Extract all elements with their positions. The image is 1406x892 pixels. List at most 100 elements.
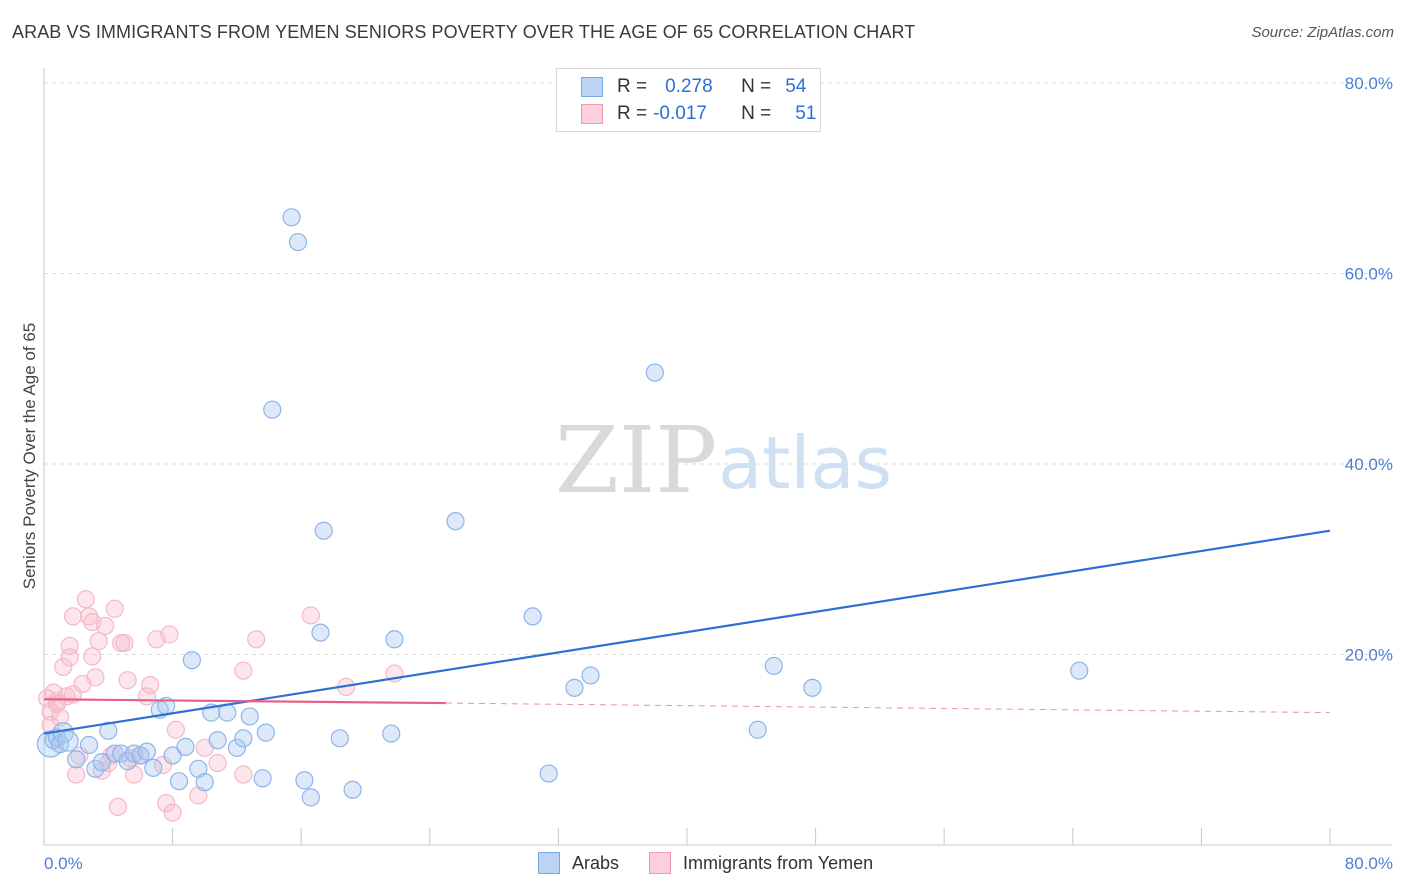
series-legend-arabs: Arabs xyxy=(572,852,620,873)
arab-point xyxy=(182,651,201,670)
arab-point xyxy=(144,758,163,777)
watermark-zip: ZIP xyxy=(555,407,717,514)
arab-point xyxy=(385,630,404,649)
arabs-trend-line xyxy=(43,529,1331,735)
arab-point xyxy=(803,678,822,697)
yemen-point xyxy=(115,633,134,653)
yemen-point xyxy=(301,606,320,625)
legend-n-value: 54 xyxy=(785,76,807,97)
y-tick-label: 20.0% xyxy=(1345,646,1393,665)
series-legend-yemen: Immigrants from Yemen xyxy=(683,852,874,873)
axes xyxy=(43,68,1392,846)
correlation-legend: R = 0.278 N = 54 R = -0.017 N = 51 xyxy=(556,68,821,132)
legend-swatch-yemen xyxy=(581,104,603,124)
y-tick-label: 60.0% xyxy=(1345,265,1393,284)
series-legend: Arabs Immigrants from Yemen xyxy=(538,852,873,874)
arab-point xyxy=(86,759,105,778)
yemen-point xyxy=(54,657,73,676)
yemen-point xyxy=(163,803,182,822)
yemen-point xyxy=(118,671,137,690)
yemen-point xyxy=(79,607,99,626)
trend-lines xyxy=(43,529,1331,735)
x-tick-label: 80.0% xyxy=(1345,854,1393,873)
arab-point xyxy=(343,780,362,799)
yemen-point xyxy=(105,599,124,618)
x-tick-label: 0.0% xyxy=(44,854,83,873)
arab-point xyxy=(446,512,465,531)
arab-point xyxy=(382,724,401,743)
yemen-point xyxy=(47,692,66,711)
arab-point xyxy=(137,742,156,761)
arab-point xyxy=(57,730,79,752)
arab-point xyxy=(311,623,330,642)
tick-labels: 20.0% 40.0% 60.0% 80.0% 0.0% 80.0% xyxy=(44,74,1393,873)
yemen-trend-extension xyxy=(445,702,1331,714)
arab-point xyxy=(227,738,246,757)
arab-point xyxy=(565,678,584,697)
arab-point xyxy=(163,746,182,765)
yemen-point xyxy=(247,630,266,649)
arab-point xyxy=(764,656,783,676)
yemen-point xyxy=(157,793,176,813)
source-label: Source: ZipAtlas.com xyxy=(1251,24,1394,41)
arab-point xyxy=(195,773,214,792)
arab-point xyxy=(539,764,558,783)
arab-point xyxy=(330,729,349,748)
series-legend-swatch-arabs xyxy=(538,852,560,874)
legend-n-label: N = xyxy=(741,103,772,124)
arab-point xyxy=(169,772,189,791)
arab-point xyxy=(581,666,600,685)
arab-point xyxy=(288,232,308,252)
arab-point xyxy=(112,744,131,763)
arab-point xyxy=(1070,661,1089,680)
yemen-point xyxy=(95,616,115,636)
arab-point xyxy=(208,731,227,750)
legend-r-label: R = xyxy=(617,76,648,97)
yemen-point xyxy=(208,753,227,773)
arab-point xyxy=(314,521,333,540)
arab-point xyxy=(301,788,320,807)
arab-point xyxy=(253,769,272,788)
yemen-point xyxy=(140,675,160,695)
arab-point xyxy=(295,771,314,790)
arab-point xyxy=(234,729,253,748)
y-tick-label: 40.0% xyxy=(1345,455,1393,474)
yemen-point xyxy=(166,720,185,739)
yemen-point xyxy=(63,607,83,626)
legend-r-value: -0.017 xyxy=(653,103,707,124)
watermark-atlas: atlas xyxy=(718,421,892,505)
yemen-point xyxy=(160,625,179,644)
yemen-point xyxy=(89,632,108,651)
arab-point xyxy=(263,400,282,419)
legend-r-label: R = xyxy=(617,103,648,124)
chart-title: ARAB VS IMMIGRANTS FROM YEMEN SENIORS PO… xyxy=(12,22,916,42)
yemen-point xyxy=(76,590,95,609)
arab-point xyxy=(99,721,118,740)
yemen-point xyxy=(234,661,253,680)
yemen-point xyxy=(60,648,79,667)
yemen-point xyxy=(108,797,128,817)
gridlines xyxy=(44,82,1392,655)
arab-point xyxy=(282,208,301,227)
arab-point xyxy=(176,737,195,756)
legend-row-arabs: R = 0.278 N = 54 xyxy=(581,75,806,99)
yemen-point xyxy=(86,668,105,687)
watermark: ZIP atlas xyxy=(555,407,892,514)
y-tick-label: 80.0% xyxy=(1345,74,1393,93)
arab-point xyxy=(67,750,86,769)
arab-point xyxy=(645,363,664,382)
yemen-point xyxy=(57,687,76,706)
arab-point xyxy=(92,753,111,772)
legend-row-yemen: R = -0.017 N = 51 xyxy=(581,102,816,126)
arab-point xyxy=(79,735,99,755)
legend-swatch-arabs xyxy=(581,77,603,97)
yemen-point xyxy=(67,765,86,784)
legend-r-value: 0.278 xyxy=(665,76,713,97)
arab-point xyxy=(523,607,542,626)
arab-point xyxy=(748,720,767,739)
arab-point xyxy=(256,723,275,742)
arab-point xyxy=(240,707,259,726)
yemen-point xyxy=(234,765,253,784)
yemen-point xyxy=(41,702,60,721)
